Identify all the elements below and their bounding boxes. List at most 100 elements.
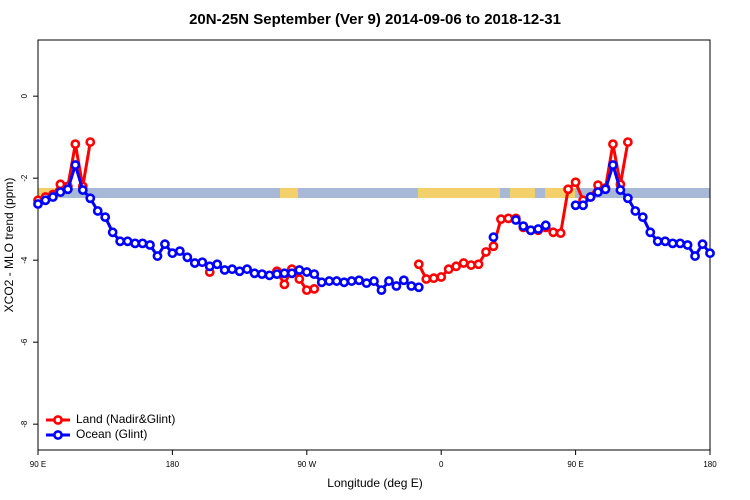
point <box>234 266 245 277</box>
legend-label: Land (Nadir&Glint) <box>76 412 175 426</box>
point <box>615 185 626 195</box>
point <box>600 184 611 195</box>
point <box>660 236 671 247</box>
point <box>301 267 312 277</box>
y-tick-label: -2 <box>20 174 29 182</box>
point <box>249 268 260 279</box>
point <box>555 228 566 239</box>
point <box>115 236 126 247</box>
point <box>585 192 596 202</box>
point <box>443 264 454 275</box>
point <box>652 236 663 247</box>
point <box>55 179 66 190</box>
point <box>130 238 140 249</box>
point <box>398 275 409 286</box>
point <box>107 227 118 238</box>
point <box>324 276 335 286</box>
point <box>182 252 193 263</box>
point <box>570 177 581 188</box>
series-line <box>37 141 630 292</box>
legend-marker <box>53 415 63 425</box>
point <box>160 239 170 250</box>
point <box>309 269 320 280</box>
point <box>331 276 342 286</box>
point <box>309 283 320 294</box>
point <box>682 240 693 250</box>
land-patch <box>280 188 298 198</box>
point <box>257 269 267 280</box>
point <box>346 276 357 286</box>
point <box>384 276 394 286</box>
point <box>578 200 588 211</box>
point <box>70 160 81 170</box>
point <box>294 274 305 284</box>
y-tick-label: 0 <box>20 93 29 98</box>
point <box>204 261 215 272</box>
point <box>167 248 178 259</box>
point <box>279 279 290 290</box>
point <box>137 238 148 249</box>
point <box>122 236 133 247</box>
x-tick-label: 90 E <box>567 460 583 469</box>
point <box>488 232 499 243</box>
x-tick-label: 0 <box>439 460 444 469</box>
legend-marker <box>53 430 63 440</box>
x-tick-label: 180 <box>703 460 717 469</box>
x-axis-label: Longitude (deg E) <box>327 476 422 490</box>
x-tick-label: 180 <box>166 460 180 469</box>
point <box>533 224 544 234</box>
y-tick-label: -4 <box>20 256 29 264</box>
point <box>548 227 559 238</box>
point <box>637 212 648 223</box>
point <box>212 259 223 270</box>
point <box>85 193 96 204</box>
point <box>264 270 275 281</box>
point <box>100 212 111 223</box>
point <box>518 221 529 232</box>
point <box>473 259 484 270</box>
point <box>152 251 163 261</box>
point <box>622 193 633 204</box>
point <box>361 278 372 289</box>
point <box>301 285 312 295</box>
x-tick-label: 90 E <box>30 460 46 469</box>
land-patch <box>510 188 535 198</box>
point <box>421 274 432 284</box>
point <box>428 273 439 284</box>
point <box>294 265 305 275</box>
point <box>525 225 536 236</box>
point <box>510 215 521 225</box>
point <box>630 206 641 216</box>
y-tick-label: -6 <box>20 338 29 346</box>
point <box>227 264 238 275</box>
point <box>48 192 58 202</box>
point <box>608 160 618 170</box>
point <box>92 206 103 216</box>
point <box>413 259 424 270</box>
point <box>593 187 603 198</box>
point <box>496 214 506 225</box>
point <box>488 241 499 252</box>
point <box>675 238 686 249</box>
point <box>272 269 282 280</box>
point <box>391 281 402 291</box>
chart-title: 20N-25N September (Ver 9) 2014-09-06 to … <box>189 11 561 28</box>
point <box>62 184 73 195</box>
point <box>697 239 708 250</box>
point <box>608 139 618 150</box>
point <box>33 199 43 209</box>
point <box>40 195 51 206</box>
point <box>466 260 476 270</box>
point <box>570 200 581 211</box>
point <box>197 257 208 268</box>
legend-label: Ocean (Glint) <box>76 427 147 441</box>
y-tick-label: -8 <box>20 420 29 428</box>
point <box>458 258 469 268</box>
point <box>503 213 514 224</box>
point <box>667 238 678 249</box>
point <box>481 247 491 257</box>
point <box>645 227 656 238</box>
point <box>174 246 185 257</box>
